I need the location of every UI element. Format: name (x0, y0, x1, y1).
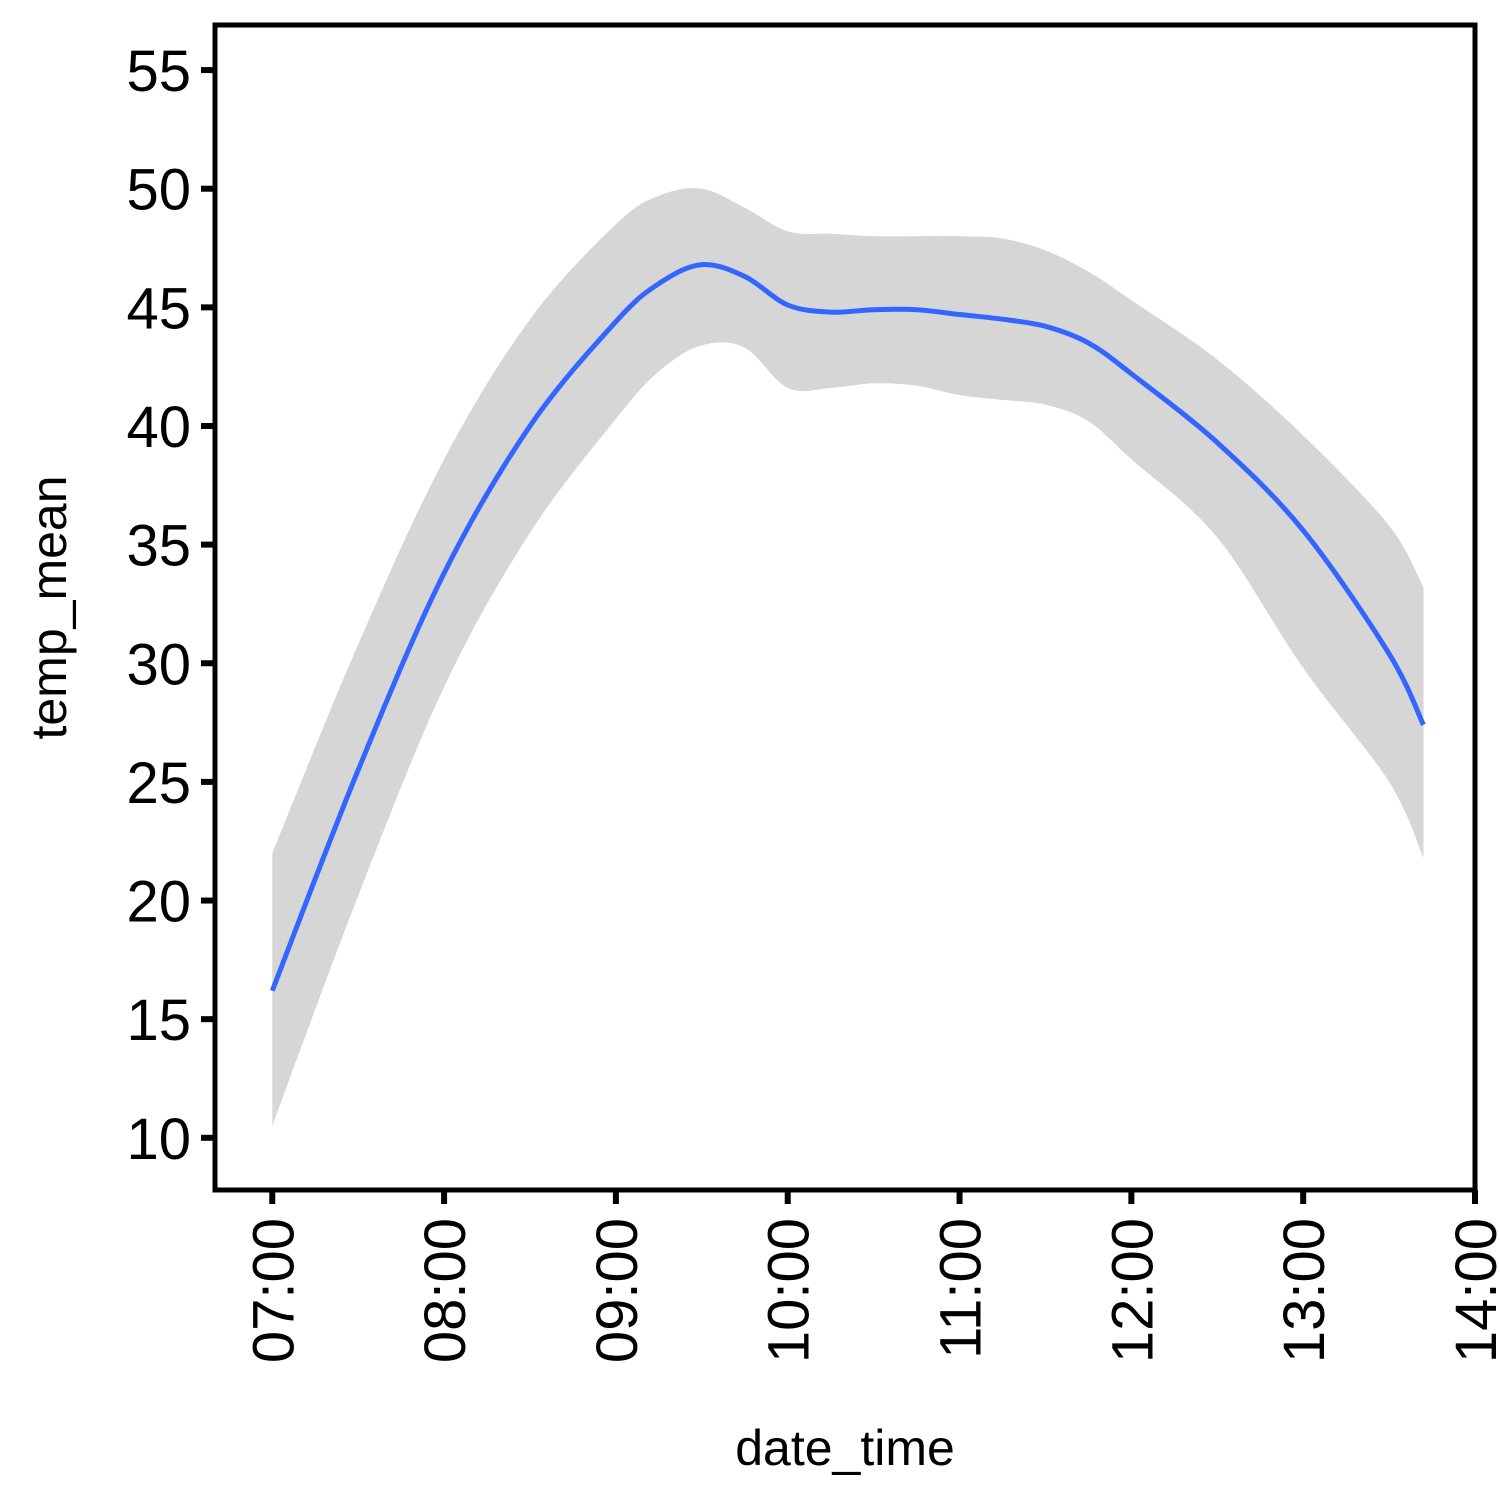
y-axis-title: temp_mean (21, 475, 77, 739)
y-tick-label-40: 40 (126, 395, 191, 460)
panel-border (212, 22, 1478, 1193)
y-tick-label-30: 30 (126, 632, 191, 697)
x-tick-label-1400: 14:00 (1444, 1218, 1500, 1363)
x-tick-label-1200: 12:00 (1100, 1218, 1165, 1363)
trend-line-0 (269, 262, 1426, 992)
y-tick-label-10: 10 (126, 1107, 191, 1172)
y-tick-label-15: 15 (126, 988, 191, 1053)
y-tick-label-25: 25 (126, 751, 191, 816)
x-tick-label-0800: 08:00 (413, 1218, 478, 1363)
x-axis-title: date_time (735, 1420, 955, 1476)
confidence-band-layer (272, 188, 1424, 1126)
x-tick-label-1300: 13:00 (1272, 1218, 1337, 1363)
y-axis: 10 15 20 25 30 35 40 45 50 55 (126, 39, 215, 1172)
x-tick-label-0700: 07:00 (241, 1218, 306, 1363)
y-tick-label-50: 50 (126, 158, 191, 223)
y-tick-label-45: 45 (126, 276, 191, 341)
trend-line-layer (269, 262, 1426, 992)
y-tick-label-55: 55 (126, 39, 191, 104)
y-tick-label-35: 35 (126, 514, 191, 579)
x-tick-label-1100: 11:00 (929, 1218, 994, 1359)
x-tick-label-1000: 10:00 (757, 1218, 822, 1363)
y-tick-label-20: 20 (126, 870, 191, 935)
x-axis: 07:00 08:00 09:00 10:00 11:00 12:00 13:00 14:00 (241, 1190, 1500, 1363)
x-tick-label-0900: 09:00 (585, 1218, 650, 1363)
confidence-band-0 (272, 188, 1424, 1126)
